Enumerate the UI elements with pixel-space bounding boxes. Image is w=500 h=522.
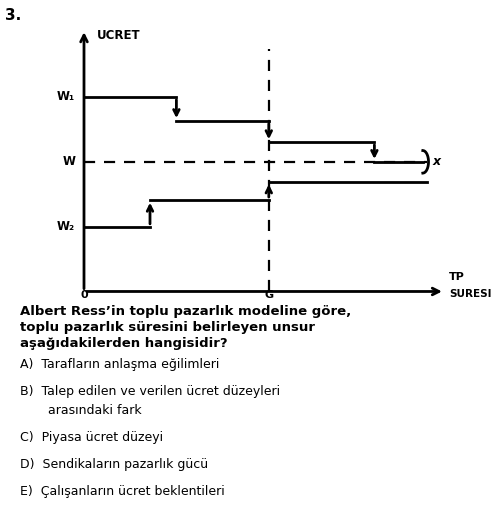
Text: 0: 0 [80,290,88,300]
Text: SURESI: SURESI [449,289,492,299]
Text: W: W [62,156,75,168]
Text: G: G [264,290,274,300]
Text: W₂: W₂ [57,220,75,233]
Text: C)  Piyasa ücret düzeyi: C) Piyasa ücret düzeyi [20,431,163,444]
Text: toplu pazarlık süresini belirleyen unsur: toplu pazarlık süresini belirleyen unsur [20,321,315,334]
Text: D)  Sendikaların pazarlık gücü: D) Sendikaların pazarlık gücü [20,458,208,471]
Text: x: x [433,156,441,168]
Text: A)  Tarafların anlaşma eğilimleri: A) Tarafların anlaşma eğilimleri [20,358,220,371]
Text: W₁: W₁ [57,90,75,103]
Text: E)  Çalışanların ücret beklentileri: E) Çalışanların ücret beklentileri [20,485,225,498]
Text: 3.: 3. [5,8,21,23]
Text: UCRET: UCRET [97,29,141,42]
Text: Albert Ress’in toplu pazarlık modeline göre,: Albert Ress’in toplu pazarlık modeline g… [20,305,351,318]
Text: arasındaki fark: arasındaki fark [20,404,142,417]
Text: TP: TP [449,272,465,282]
Text: aşağıdakilerden hangisidir?: aşağıdakilerden hangisidir? [20,337,228,350]
Text: B)  Talep edilen ve verilen ücret düzeyleri: B) Talep edilen ve verilen ücret düzeyle… [20,385,280,398]
